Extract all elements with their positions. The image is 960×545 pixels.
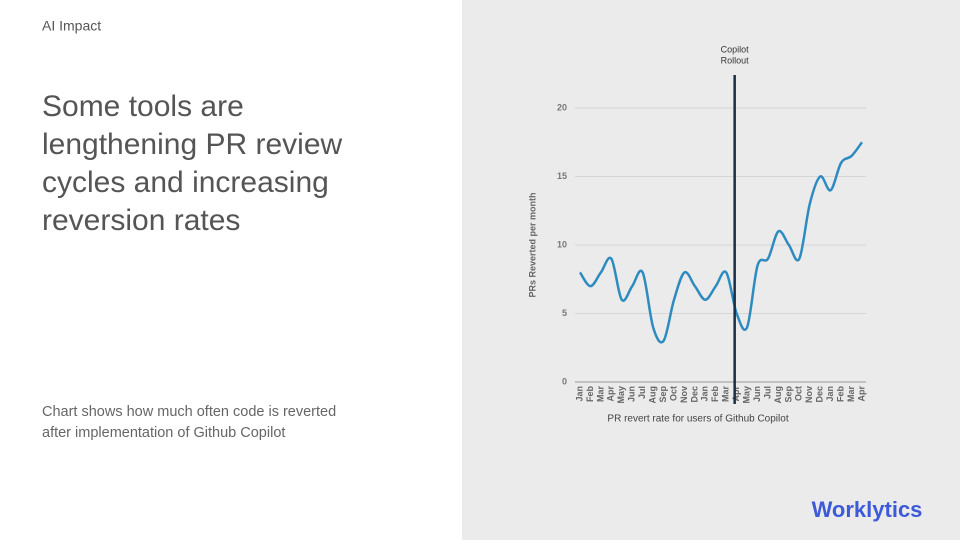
- x-tick-label: Jun: [752, 386, 762, 402]
- y-axis-label: PRs Reverted per month: [527, 192, 537, 297]
- x-tick-label: Mar: [595, 386, 605, 403]
- y-tick-label: 0: [562, 376, 567, 386]
- rollout-label: Copilot: [721, 44, 750, 54]
- x-tick-label: Jun: [627, 386, 637, 402]
- x-tick-label: Mar: [721, 386, 731, 403]
- title: Some tools are lengthening PR review cycle…: [42, 90, 343, 237]
- title-line: lengthening PR review: [42, 128, 343, 161]
- section-label: AI Impact: [42, 18, 101, 34]
- x-tick-label: Mar: [846, 386, 856, 403]
- logo: Worklytics: [812, 497, 923, 522]
- series-line: [578, 141, 864, 344]
- x-tick-label: Jan: [700, 386, 710, 402]
- x-tick-label: Nov: [804, 386, 814, 403]
- x-tick-label: Nov: [679, 386, 689, 403]
- x-tick-label: Feb: [585, 386, 595, 403]
- title-line: reversion rates: [42, 204, 240, 237]
- description-line: after implementation of Github Copilot: [42, 425, 285, 441]
- chart-caption: PR revert rate for users of Github Copil…: [607, 414, 788, 425]
- x-tick-label: May: [616, 386, 626, 404]
- title-line: cycles and increasing: [42, 166, 329, 199]
- rollout-label: Rollout: [721, 55, 750, 65]
- left-panel: [0, 0, 462, 540]
- y-tick-label: 20: [557, 102, 567, 112]
- x-tick-label: Oct: [668, 386, 678, 401]
- right-panel: [462, 0, 960, 540]
- x-tick-label: Sep: [658, 386, 668, 403]
- y-tick-label: 5: [562, 308, 567, 318]
- x-tick-label: Feb: [835, 386, 845, 403]
- x-tick-label: Dec: [689, 386, 699, 403]
- y-tick-label: 10: [557, 239, 567, 249]
- x-tick-label: Apr: [856, 386, 866, 402]
- x-tick-label: Jul: [762, 386, 772, 399]
- x-tick-label: Aug: [647, 386, 657, 404]
- x-tick-label: Jan: [825, 386, 835, 402]
- x-tick-label: Aug: [773, 386, 783, 404]
- x-tick-label: May: [741, 386, 751, 404]
- x-tick-label: Sep: [783, 386, 793, 403]
- y-tick-label: 15: [557, 171, 567, 181]
- x-tick-label: Jul: [637, 386, 647, 399]
- x-tick-label: Oct: [794, 386, 804, 401]
- x-tick-label: Apr: [731, 386, 741, 402]
- description-line: Chart shows how much often code is rever…: [42, 404, 336, 420]
- description: Chart shows how much often code is rever…: [42, 404, 336, 441]
- x-tick-label: Dec: [815, 386, 825, 403]
- title-line: Some tools are: [42, 90, 244, 123]
- x-tick-label: Apr: [606, 386, 616, 402]
- x-tick-label: Feb: [710, 386, 720, 403]
- x-tick-label: Jan: [574, 386, 584, 402]
